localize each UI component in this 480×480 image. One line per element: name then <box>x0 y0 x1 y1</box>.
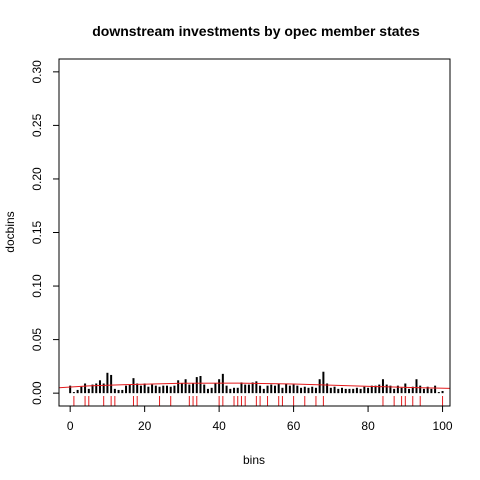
x-axis: 0 20 40 60 80 100 <box>67 406 453 433</box>
density-curve <box>58 382 451 389</box>
x-axis-label: bins <box>243 453 265 467</box>
y-axis-label: docbins <box>3 211 17 252</box>
x-tick-label: 20 <box>138 419 152 433</box>
y-tick-label: 0.30 <box>30 60 44 84</box>
x-tick-label: 40 <box>212 419 226 433</box>
y-axis: 0.00 0.05 0.10 0.15 0.20 0.25 0.30 <box>30 60 59 405</box>
bars-group <box>69 371 444 394</box>
y-tick-label: 0.00 <box>30 381 44 405</box>
x-tick-label: 60 <box>287 419 301 433</box>
rug-group <box>73 396 444 406</box>
y-tick-label: 0.15 <box>30 220 44 244</box>
x-tick-label: 80 <box>361 419 375 433</box>
chart-title: downstream investments by opec member st… <box>92 23 420 39</box>
x-tick-label: 0 <box>67 419 74 433</box>
y-tick-label: 0.25 <box>30 113 44 137</box>
y-tick-label: 0.05 <box>30 328 44 352</box>
y-tick-label: 0.10 <box>30 274 44 298</box>
y-tick-label: 0.20 <box>30 167 44 191</box>
plot-frame <box>58 58 451 407</box>
x-tick-label: 100 <box>433 419 453 433</box>
